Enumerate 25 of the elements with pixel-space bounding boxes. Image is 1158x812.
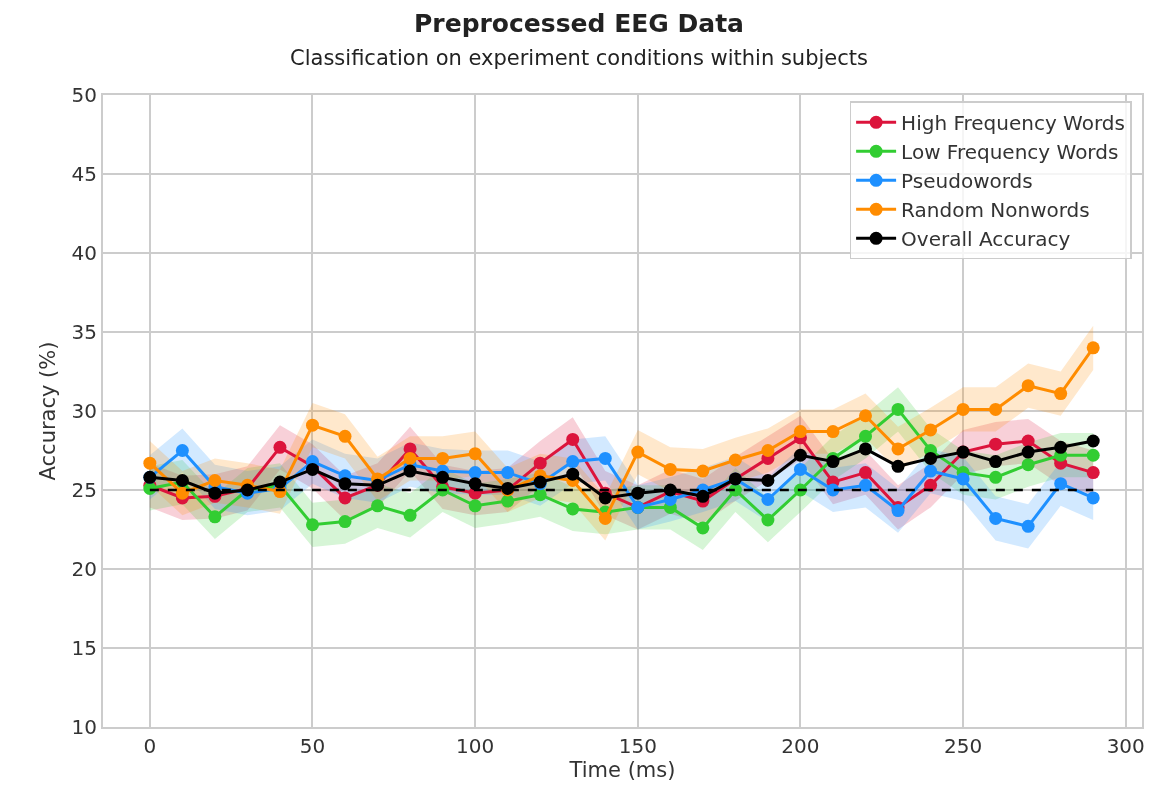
x-tick-label: 300 [1106, 734, 1145, 758]
x-axis-title: Time (ms) [568, 758, 676, 782]
legend-label: Random Nonwords [901, 198, 1090, 223]
y-tick-label: 15 [71, 636, 97, 660]
chart-subtitle: Classification on experiment conditions within subjects [290, 45, 868, 70]
x-tick-label: 250 [944, 734, 983, 758]
x-tick-label: 50 [299, 734, 326, 758]
x-tick-label: 200 [781, 734, 820, 758]
y-tick-label: 30 [71, 399, 97, 423]
y-tick-label: 40 [71, 241, 97, 265]
x-tick-label: 100 [456, 734, 495, 758]
legend-label: Pseudowords [901, 169, 1033, 194]
legend-label: Overall Accuracy [901, 227, 1071, 252]
y-tick-label: 45 [71, 162, 97, 186]
y-tick-label: 10 [71, 715, 97, 739]
y-tick-label: 50 [71, 83, 97, 107]
chart-title: Preprocessed EEG Data [414, 9, 744, 39]
y-tick-label: 20 [71, 557, 97, 581]
legend-label: Low Frequency Words [901, 140, 1119, 165]
y-tick-label: 25 [71, 478, 97, 502]
x-tick-label: 150 [618, 734, 657, 758]
y-tick-label: 35 [71, 320, 97, 344]
x-tick-label: 0 [143, 734, 157, 758]
y-axis-title: Accuracy (%) [36, 341, 61, 481]
legend-label: High Frequency Words [901, 111, 1125, 136]
